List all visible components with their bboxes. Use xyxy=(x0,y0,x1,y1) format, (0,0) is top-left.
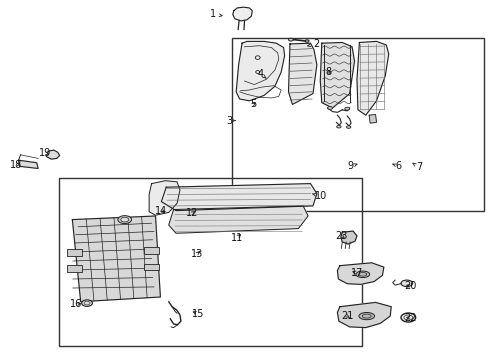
Ellipse shape xyxy=(121,217,128,222)
Text: 7: 7 xyxy=(412,162,421,172)
Ellipse shape xyxy=(81,300,92,306)
Polygon shape xyxy=(320,42,354,108)
Text: 1: 1 xyxy=(209,9,222,19)
Bar xyxy=(67,265,82,272)
Text: 14: 14 xyxy=(155,206,167,216)
Text: 23: 23 xyxy=(334,231,347,241)
Text: 12: 12 xyxy=(185,208,198,218)
Ellipse shape xyxy=(344,107,349,110)
Polygon shape xyxy=(337,302,390,328)
Ellipse shape xyxy=(305,40,308,42)
Text: 22: 22 xyxy=(404,312,416,323)
Polygon shape xyxy=(340,231,356,244)
Text: 2: 2 xyxy=(307,39,319,49)
Polygon shape xyxy=(161,184,316,211)
Polygon shape xyxy=(356,41,388,115)
Polygon shape xyxy=(46,150,60,159)
Ellipse shape xyxy=(327,107,332,109)
Polygon shape xyxy=(232,7,252,21)
Polygon shape xyxy=(337,263,383,284)
Polygon shape xyxy=(236,41,284,101)
Bar xyxy=(67,249,82,256)
Text: 3: 3 xyxy=(226,116,235,126)
Text: 20: 20 xyxy=(404,281,416,291)
Polygon shape xyxy=(149,181,180,215)
Polygon shape xyxy=(368,114,376,123)
Ellipse shape xyxy=(358,312,374,320)
Text: 5: 5 xyxy=(250,99,256,109)
Text: 11: 11 xyxy=(230,233,243,243)
Bar xyxy=(232,38,483,211)
Ellipse shape xyxy=(118,216,131,224)
Ellipse shape xyxy=(288,38,293,41)
Text: 9: 9 xyxy=(347,161,356,171)
Text: 18: 18 xyxy=(9,160,22,170)
Bar xyxy=(59,178,361,346)
Polygon shape xyxy=(72,216,160,302)
Text: 6: 6 xyxy=(392,161,401,171)
Text: 8: 8 xyxy=(325,67,331,77)
Text: 15: 15 xyxy=(191,309,204,319)
Bar xyxy=(144,247,159,254)
Text: 17: 17 xyxy=(350,268,363,278)
Text: 19: 19 xyxy=(39,148,51,158)
Ellipse shape xyxy=(355,271,369,278)
Ellipse shape xyxy=(346,126,350,128)
Ellipse shape xyxy=(400,313,415,322)
Text: 21: 21 xyxy=(340,311,353,321)
Polygon shape xyxy=(288,43,316,104)
Text: 13: 13 xyxy=(190,249,203,259)
Bar xyxy=(144,264,159,270)
Text: 10: 10 xyxy=(312,191,327,201)
Ellipse shape xyxy=(336,126,340,128)
Polygon shape xyxy=(19,160,38,168)
Text: 4: 4 xyxy=(257,69,265,79)
Text: 16: 16 xyxy=(70,299,82,309)
Ellipse shape xyxy=(400,280,412,287)
Polygon shape xyxy=(168,206,307,233)
